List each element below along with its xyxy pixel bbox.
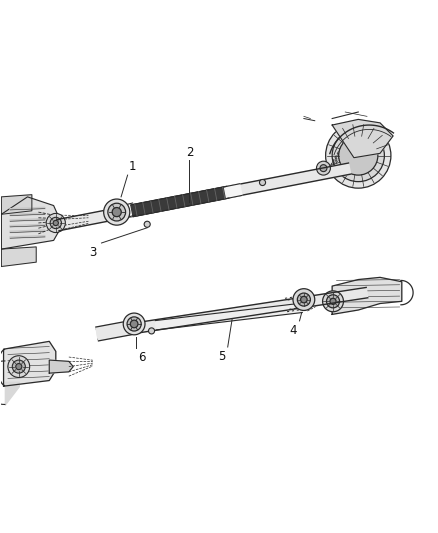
Circle shape — [144, 221, 150, 228]
Polygon shape — [332, 119, 393, 158]
Circle shape — [16, 364, 22, 370]
Polygon shape — [1, 195, 32, 214]
Polygon shape — [131, 187, 229, 216]
Circle shape — [12, 360, 25, 373]
Polygon shape — [10, 224, 45, 227]
Text: 6: 6 — [138, 351, 145, 364]
Polygon shape — [1, 247, 36, 266]
Circle shape — [127, 317, 141, 331]
Polygon shape — [96, 287, 368, 339]
Circle shape — [339, 136, 378, 175]
Polygon shape — [10, 236, 45, 238]
Polygon shape — [10, 213, 45, 215]
Circle shape — [112, 207, 121, 217]
Circle shape — [332, 130, 385, 182]
Circle shape — [8, 356, 30, 377]
Circle shape — [50, 217, 61, 229]
Polygon shape — [10, 219, 45, 221]
Circle shape — [104, 199, 130, 225]
Polygon shape — [124, 203, 136, 217]
Circle shape — [326, 295, 339, 308]
Circle shape — [123, 313, 145, 335]
Polygon shape — [155, 303, 302, 330]
Polygon shape — [10, 207, 45, 210]
Polygon shape — [49, 360, 73, 373]
Text: 1: 1 — [129, 160, 136, 173]
Circle shape — [108, 203, 126, 221]
Circle shape — [293, 289, 315, 310]
Polygon shape — [96, 321, 131, 341]
Circle shape — [325, 123, 391, 188]
Polygon shape — [224, 184, 242, 198]
Text: 3: 3 — [89, 246, 96, 259]
Polygon shape — [332, 277, 402, 314]
Polygon shape — [10, 230, 45, 232]
Circle shape — [297, 293, 311, 306]
Circle shape — [53, 220, 58, 225]
Text: 4: 4 — [290, 324, 297, 337]
Polygon shape — [57, 163, 351, 231]
Circle shape — [259, 180, 265, 185]
Polygon shape — [4, 341, 56, 386]
Circle shape — [131, 320, 138, 328]
Circle shape — [317, 161, 330, 175]
Circle shape — [46, 213, 65, 232]
Circle shape — [148, 328, 155, 334]
Polygon shape — [1, 197, 62, 249]
Text: 5: 5 — [219, 350, 226, 362]
Circle shape — [322, 291, 343, 312]
Text: 2: 2 — [186, 146, 194, 158]
Circle shape — [320, 165, 327, 172]
Circle shape — [300, 296, 307, 303]
Circle shape — [330, 298, 336, 304]
